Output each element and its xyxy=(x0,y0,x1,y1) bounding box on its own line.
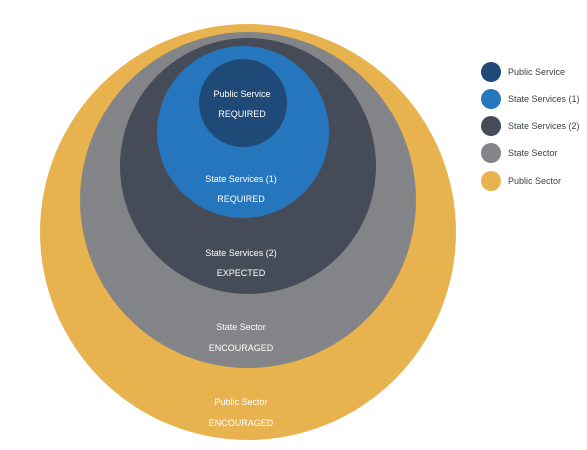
public-sector-subtitle: ENCOURAGED xyxy=(209,418,274,428)
legend-item-public-service: Public Service xyxy=(481,62,565,82)
legend-item-state-services-2: State Services (2) xyxy=(481,116,580,136)
public-service-title: Public Service xyxy=(213,89,270,99)
state-sector-subtitle: ENCOURAGED xyxy=(209,343,274,353)
legend-label-state-services-1: State Services (1) xyxy=(508,94,580,104)
legend-swatch-public-sector xyxy=(481,171,501,191)
state-services-1-subtitle: REQUIRED xyxy=(217,194,265,204)
legend-swatch-state-services-2 xyxy=(481,116,501,136)
legend-swatch-public-service xyxy=(481,62,501,82)
ring-public-service xyxy=(199,59,287,147)
legend-item-public-sector: Public Sector xyxy=(481,171,561,191)
state-sector-title: State Sector xyxy=(216,322,266,332)
state-services-1-title: State Services (1) xyxy=(205,174,277,184)
legend-label-state-services-2: State Services (2) xyxy=(508,121,580,131)
legend-label-public-sector: Public Sector xyxy=(508,176,561,186)
legend-label-public-service: Public Service xyxy=(508,67,565,77)
public-sector-title: Public Sector xyxy=(214,397,267,407)
state-services-2-subtitle: EXPECTED xyxy=(217,268,266,278)
legend-item-state-sector: State Sector xyxy=(481,143,558,163)
legend-label-state-sector: State Sector xyxy=(508,148,558,158)
legend-item-state-services-1: State Services (1) xyxy=(481,89,580,109)
rings-group xyxy=(40,24,456,440)
ring-labels: Public Service REQUIRED State Services (… xyxy=(205,89,277,428)
legend: Public Service State Services (1) State … xyxy=(481,62,580,191)
legend-swatch-state-sector xyxy=(481,143,501,163)
state-services-2-title: State Services (2) xyxy=(205,248,277,258)
legend-swatch-state-services-1 xyxy=(481,89,501,109)
public-service-subtitle: REQUIRED xyxy=(218,109,266,119)
